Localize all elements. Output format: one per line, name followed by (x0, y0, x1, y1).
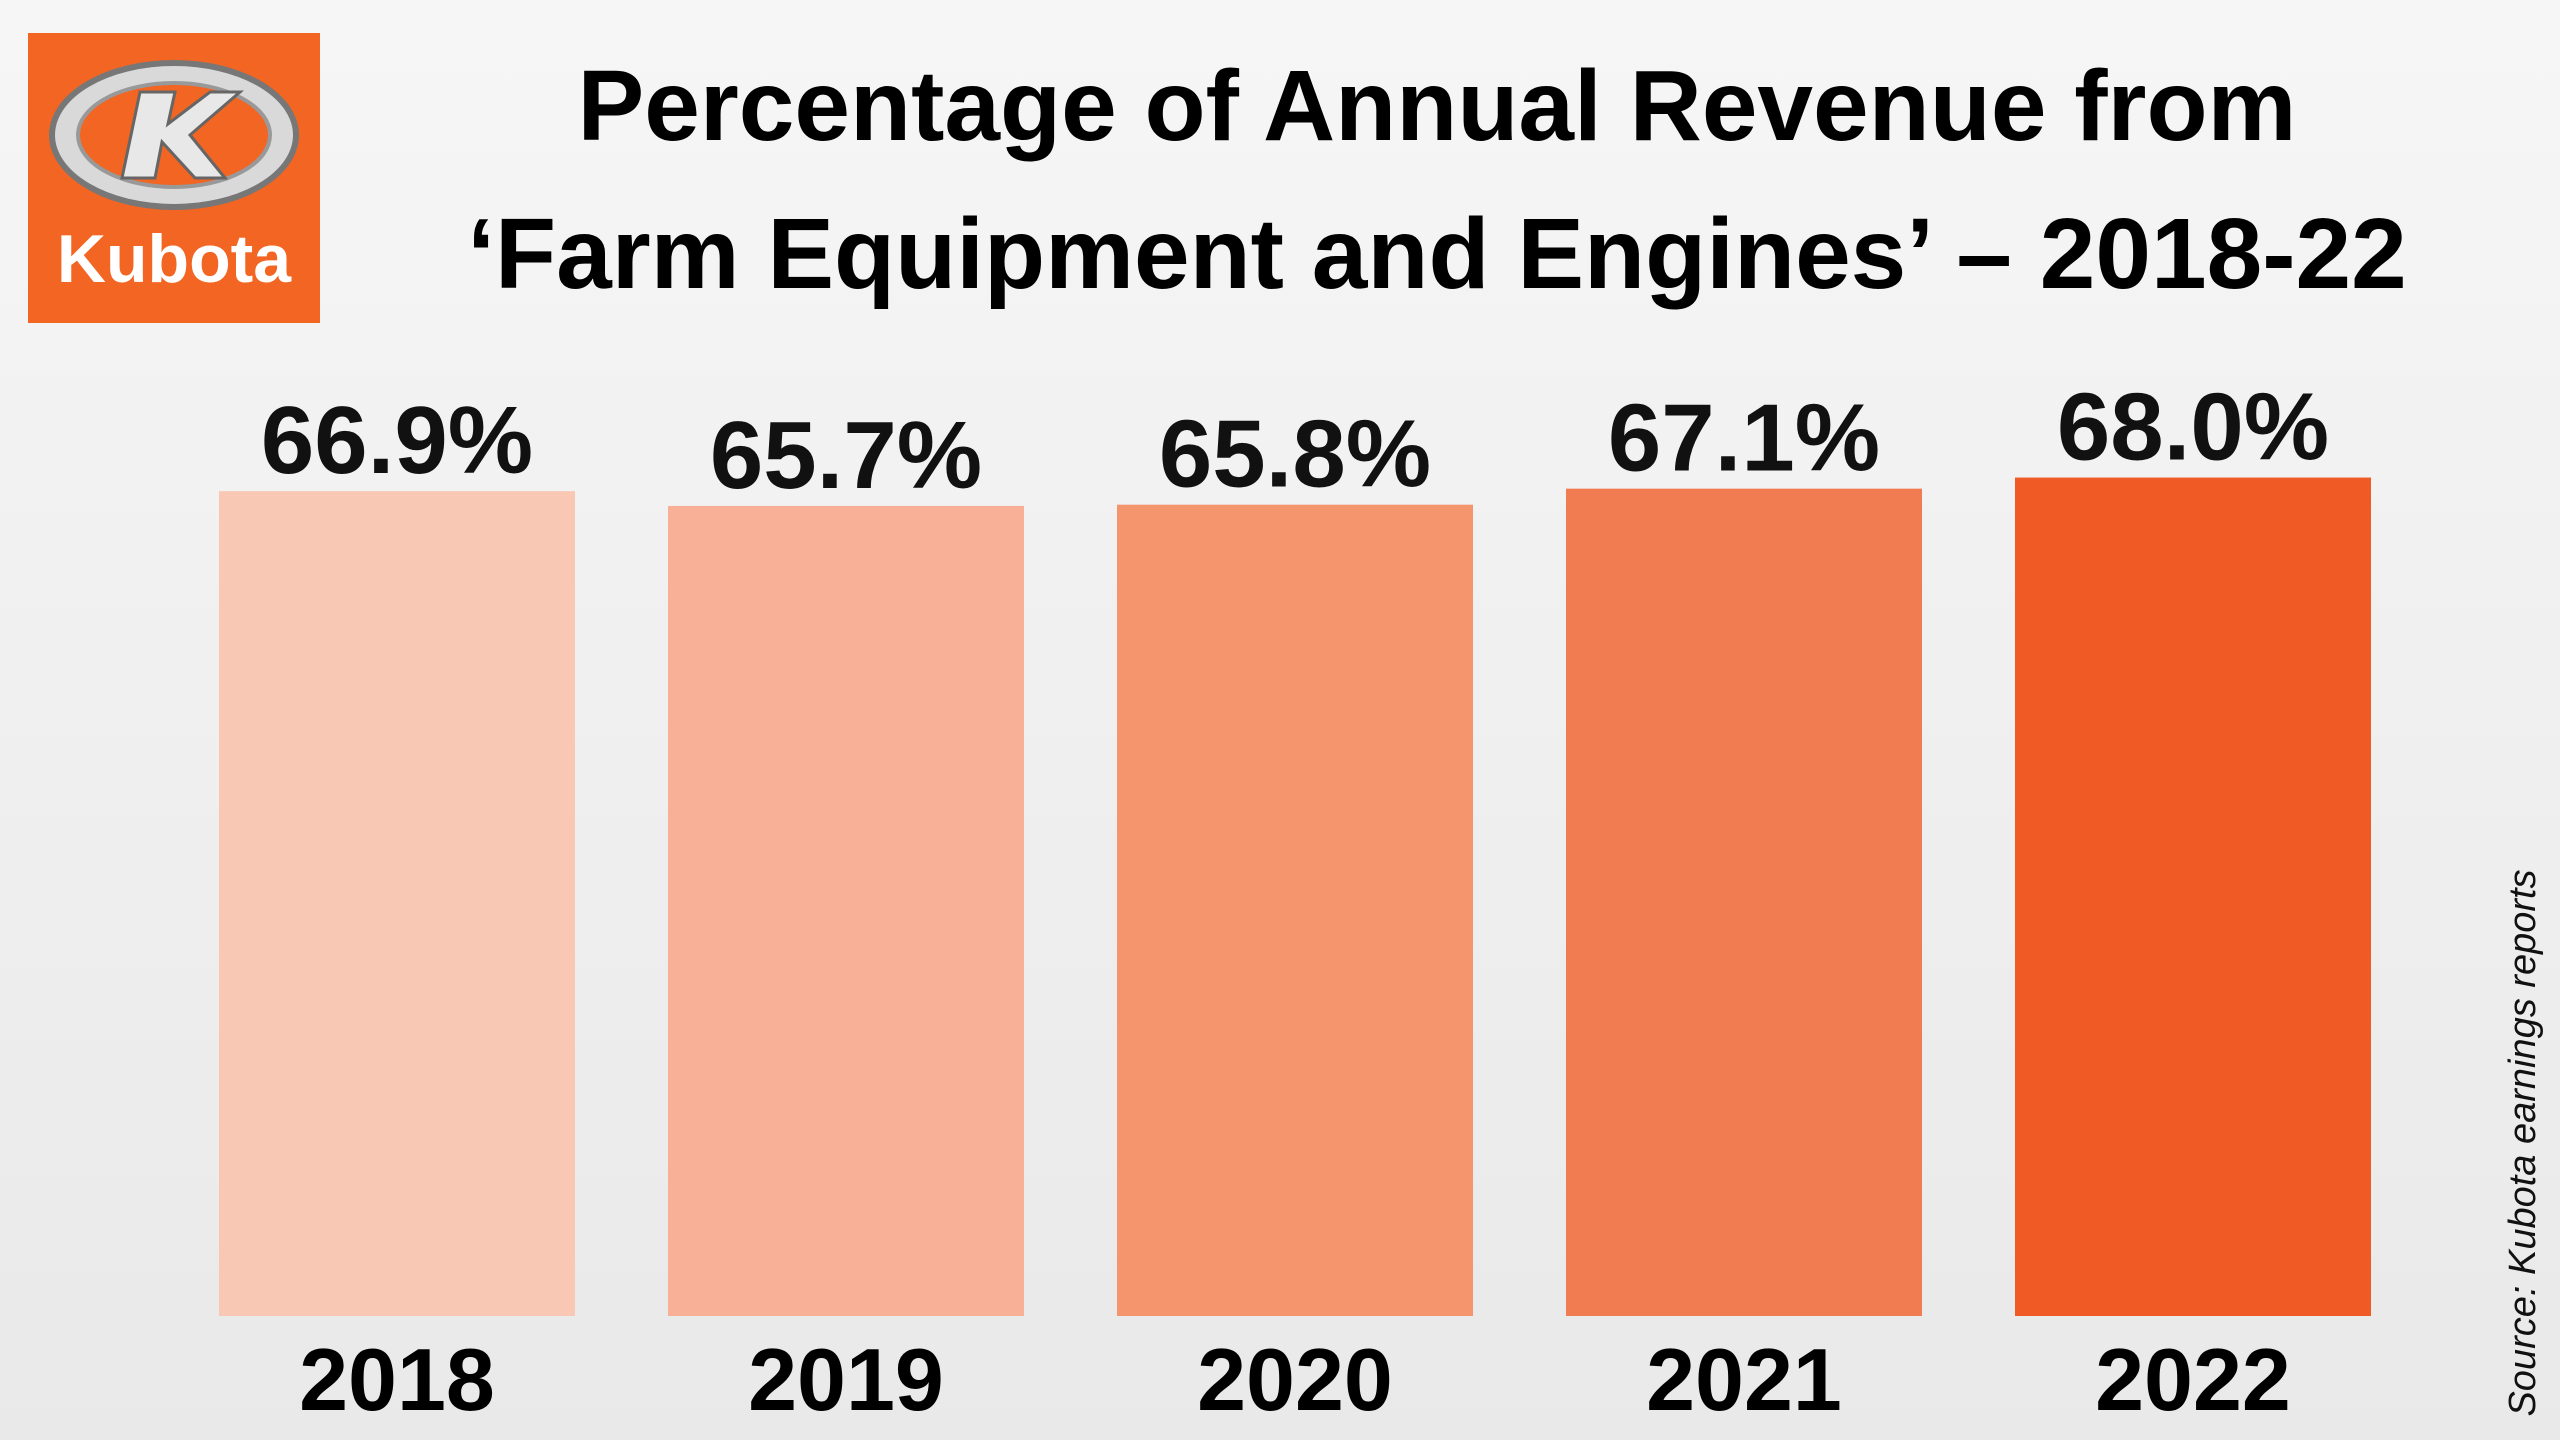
value-label: 68.0% (2057, 374, 2329, 481)
value-label: 65.8% (1159, 401, 1431, 508)
x-tick-label: 2018 (299, 1330, 495, 1429)
x-tick-label: 2021 (1646, 1330, 1842, 1429)
bar (1566, 488, 1922, 1317)
bar (668, 505, 1024, 1316)
chart-title: Percentage of Annual Revenue from (578, 50, 2297, 162)
value-label: 66.9% (261, 387, 533, 494)
bar (1117, 504, 1473, 1316)
x-tick-label: 2022 (2095, 1330, 2291, 1429)
logo: Kubota (28, 33, 320, 323)
logo-text: Kubota (57, 221, 292, 297)
x-tick-label: 2019 (748, 1330, 944, 1429)
source-note: Source: Kubota earnings reports (2502, 869, 2544, 1416)
value-label: 65.7% (710, 402, 982, 509)
bar (2015, 477, 2371, 1316)
bar (219, 491, 575, 1316)
logo-k (120, 90, 245, 180)
chart-title: ‘Farm Equipment and Engines’ – 2018-22 (467, 198, 2407, 310)
x-tick-label: 2020 (1197, 1330, 1393, 1429)
value-label: 67.1% (1608, 385, 1880, 492)
